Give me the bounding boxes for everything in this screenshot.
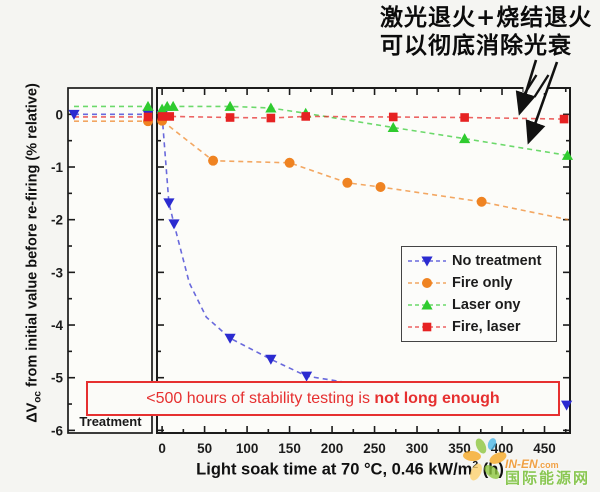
svg-text:50: 50 bbox=[197, 441, 212, 456]
y-axis-label-delta: ΔV bbox=[24, 402, 41, 423]
svg-text:200: 200 bbox=[321, 441, 344, 456]
chinese-annotation-line1: 激光退火+烧结退火 bbox=[380, 4, 593, 31]
legend-label: Fire only bbox=[452, 275, 513, 291]
svg-text:300: 300 bbox=[406, 441, 429, 456]
watermark-site-tld: .com bbox=[537, 460, 559, 470]
legend-item-fire-laser: Fire, laser bbox=[407, 316, 556, 338]
svg-text:350: 350 bbox=[448, 441, 471, 456]
warning-text-bold: not long enough bbox=[374, 389, 500, 407]
svg-text:-2: -2 bbox=[51, 213, 63, 228]
svg-text:-1: -1 bbox=[51, 160, 63, 175]
treatment-panel-label: Treatment bbox=[79, 414, 142, 429]
watermark-logo-icon bbox=[463, 438, 507, 481]
warning-box: <500 hours of stability testing is not l… bbox=[86, 381, 560, 416]
legend-marker-icon bbox=[408, 299, 446, 310]
legend-marker-icon bbox=[408, 322, 446, 332]
watermark-cn-name: 国际能源网 bbox=[505, 470, 591, 487]
svg-text:0: 0 bbox=[158, 441, 166, 456]
chinese-annotation-line2: 可以彻底消除光衰 bbox=[380, 32, 572, 60]
y-axis-label-rest: from initial value before re-firing (% r… bbox=[24, 83, 41, 392]
warning-text: <500 hours of stability testing is bbox=[146, 389, 375, 407]
svg-text:450: 450 bbox=[533, 441, 556, 456]
y-axis-label-sub: oc bbox=[32, 391, 44, 403]
legend-marker-icon bbox=[408, 256, 446, 267]
svg-text:0: 0 bbox=[55, 107, 63, 122]
svg-text:400: 400 bbox=[491, 441, 514, 456]
svg-text:-6: -6 bbox=[51, 423, 63, 438]
legend: No treatment Fire only Laser ony Fire, lase… bbox=[401, 246, 557, 342]
legend-item-laser-ony: Laser ony bbox=[407, 294, 556, 316]
svg-text:150: 150 bbox=[278, 441, 301, 456]
watermark-site: IN-EN.com bbox=[505, 455, 559, 473]
svg-text:100: 100 bbox=[236, 441, 259, 456]
legend-item-fire-only: Fire only bbox=[407, 272, 556, 294]
y-axis-label: ΔVoc from initial value before re-firing… bbox=[25, 83, 44, 423]
chinese-annotation: 激光退火+烧结退火 可以彻底消除光衰 bbox=[380, 4, 598, 60]
svg-text:-3: -3 bbox=[51, 265, 63, 280]
svg-text:250: 250 bbox=[363, 441, 386, 456]
legend-item-no-treatment: No treatment bbox=[407, 250, 556, 272]
x-axis-label-pre: Light soak time at 70 °C, 0.46 kW/m bbox=[196, 460, 473, 479]
svg-text:-5: -5 bbox=[51, 371, 63, 386]
watermark-site-name: IN-EN bbox=[505, 457, 538, 471]
legend-label: No treatment bbox=[452, 253, 542, 269]
legend-marker-icon bbox=[408, 278, 446, 288]
legend-label: Laser ony bbox=[452, 297, 521, 313]
svg-text:-4: -4 bbox=[51, 318, 63, 333]
watermark: IN-EN.com 国际能源网 bbox=[461, 436, 600, 490]
legend-label: Fire, laser bbox=[452, 319, 521, 335]
